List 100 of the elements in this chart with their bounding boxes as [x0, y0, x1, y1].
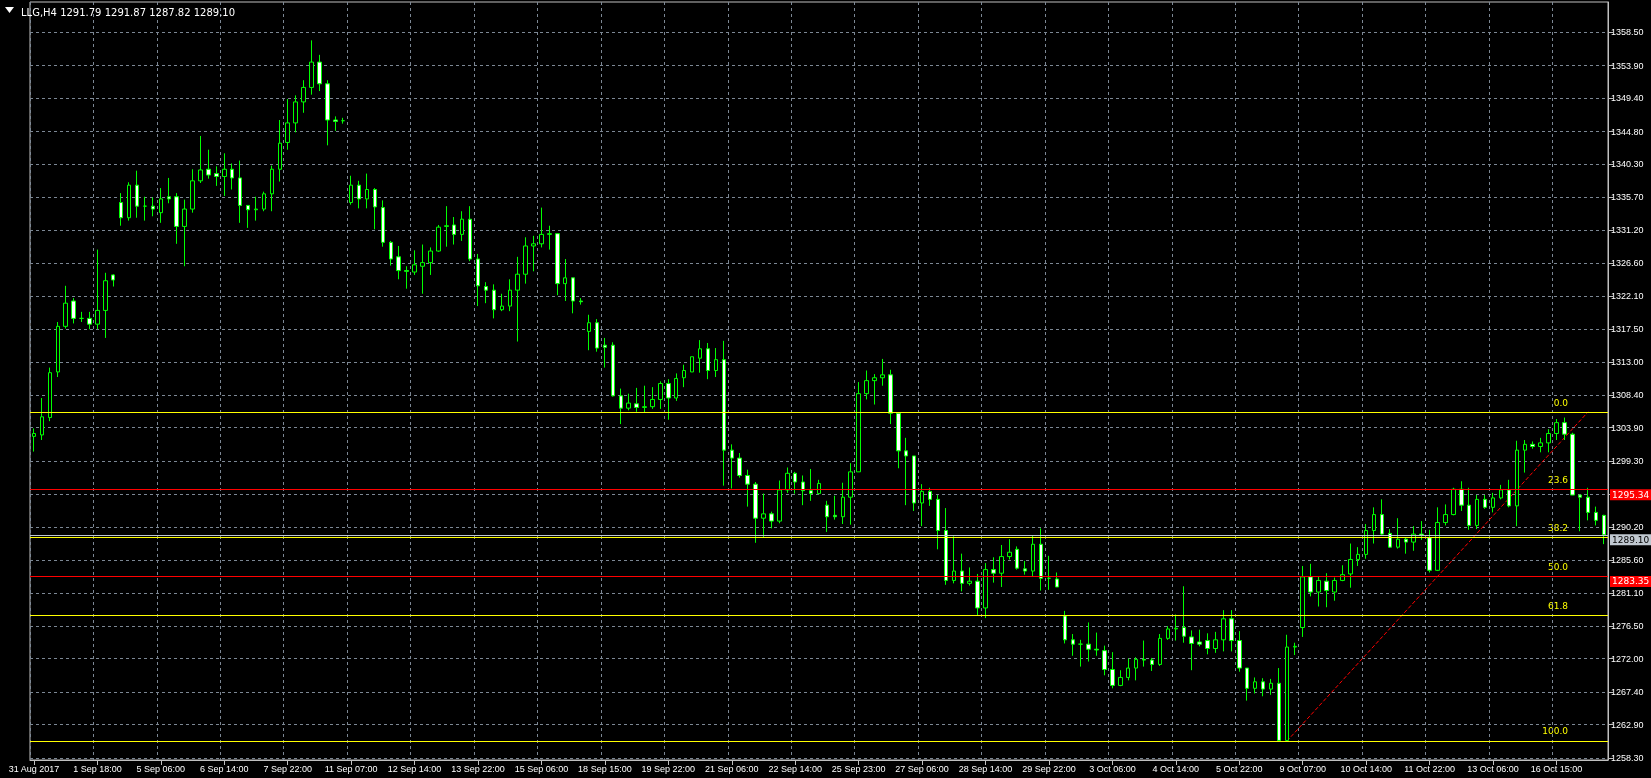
candlestick — [904, 437, 908, 506]
candlestick — [476, 253, 480, 307]
candlestick — [135, 170, 139, 219]
candlestick — [492, 283, 496, 319]
candlestick — [1142, 640, 1146, 668]
candlestick — [317, 54, 322, 92]
candlestick — [769, 511, 774, 529]
candlestick — [515, 256, 520, 343]
candlestick — [301, 79, 306, 114]
candlestick — [373, 187, 377, 230]
candlestick — [1047, 555, 1051, 591]
candlestick — [523, 236, 528, 285]
candlestick — [1023, 560, 1027, 576]
candlestick — [1197, 629, 1202, 647]
candlestick — [880, 358, 885, 387]
candlestick — [436, 224, 441, 253]
candlestick — [214, 165, 219, 187]
candlestick — [888, 369, 893, 425]
candlestick — [777, 480, 782, 524]
candlestick — [682, 364, 686, 388]
candlestick — [1055, 571, 1059, 588]
y-tick-label: 1358.50 — [1611, 27, 1644, 38]
candlestick — [1364, 523, 1368, 560]
candlestick — [143, 196, 147, 222]
candlestick — [983, 562, 988, 619]
candlestick — [833, 495, 837, 521]
y-tick-label: 1353.90 — [1611, 60, 1644, 71]
candlestick — [1316, 575, 1321, 608]
y-tick-label: 1276.50 — [1611, 621, 1644, 632]
y-tick-label: 1322.10 — [1611, 290, 1644, 301]
y-tick-label: 1281.10 — [1611, 587, 1644, 598]
candlestick — [262, 191, 266, 212]
x-tick-label: 19 Sep 22:00 — [641, 763, 696, 774]
candlestick — [40, 397, 44, 441]
x-tick-label: 6 Sep 14:00 — [200, 763, 249, 774]
candlestick — [325, 79, 330, 146]
candlestick — [1174, 613, 1178, 642]
candlestick — [1158, 633, 1162, 667]
candlestick — [1261, 677, 1265, 697]
x-tick-label: 11 Sep 07:00 — [324, 763, 378, 774]
y-tick-label: 1303.90 — [1611, 422, 1644, 433]
candlestick — [1594, 506, 1598, 526]
candlestick — [1380, 498, 1384, 536]
candlestick — [1602, 514, 1606, 545]
candlestick — [56, 321, 60, 378]
candlestick — [1499, 484, 1503, 500]
candlestick — [412, 249, 417, 276]
y-tick-label: 1331.20 — [1611, 225, 1644, 236]
candlestick — [872, 373, 877, 406]
candlestick — [1396, 517, 1400, 550]
candlestick — [1150, 657, 1154, 672]
candlestick — [1348, 543, 1353, 589]
candlestick — [1086, 621, 1091, 663]
y-tick-label: 1299.30 — [1611, 456, 1644, 466]
candlestick — [365, 173, 369, 209]
candlestick — [658, 380, 663, 410]
candlestick — [539, 207, 544, 248]
candlestick — [79, 311, 84, 323]
candlestick — [404, 265, 409, 290]
candlestick — [1404, 537, 1408, 555]
x-tick-label: 25 Sep 23:00 — [831, 763, 886, 774]
candlestick — [730, 443, 734, 490]
candlestick — [293, 94, 298, 133]
candlestick — [349, 175, 353, 206]
candlestick — [1554, 418, 1559, 441]
candlestick — [825, 500, 829, 533]
candlestick — [793, 471, 797, 495]
x-tick-label: 22 Sep 14:00 — [768, 763, 822, 774]
candlestick — [500, 293, 504, 312]
candlestick — [32, 427, 36, 453]
y-tick-label: 1344.80 — [1611, 126, 1644, 137]
x-tick-label: 1 Sep 18:00 — [73, 763, 122, 774]
candlestick — [222, 152, 227, 197]
annotation: 61.8 — [1547, 600, 1569, 611]
candlestick — [1094, 632, 1099, 657]
candlestick — [841, 482, 845, 525]
candlestick — [1102, 645, 1107, 676]
candlestick — [127, 181, 131, 222]
x-tick-label: 13 Oct 06:00 — [1467, 763, 1519, 774]
candlestick — [856, 381, 861, 473]
candlestick — [1459, 480, 1464, 512]
y-tick-label: 1308.40 — [1611, 390, 1644, 401]
candlestick — [920, 483, 924, 527]
x-tick-label: 16 Oct 15:00 — [1530, 763, 1583, 774]
y-tick-label: 1340.30 — [1611, 159, 1644, 170]
candlestick — [508, 278, 512, 312]
candlestick — [1269, 678, 1273, 696]
x-tick-label: 29 Sep 22:00 — [1022, 763, 1076, 774]
candlestick — [999, 544, 1004, 588]
candlestick — [396, 245, 401, 280]
candlestick — [634, 387, 639, 413]
candlestick — [87, 311, 92, 330]
candlestick — [1039, 527, 1043, 592]
candlestick — [1451, 487, 1456, 516]
x-tick-label: 12 Sep 14:00 — [387, 763, 442, 774]
y-tick-label: 1285.60 — [1611, 555, 1644, 566]
candlestick — [674, 372, 678, 402]
candlestick — [1229, 609, 1234, 652]
chart-title: LLG,H4 1291.79 1291.87 1287.82 1289.10 — [21, 6, 236, 18]
candlestick — [1483, 494, 1487, 510]
